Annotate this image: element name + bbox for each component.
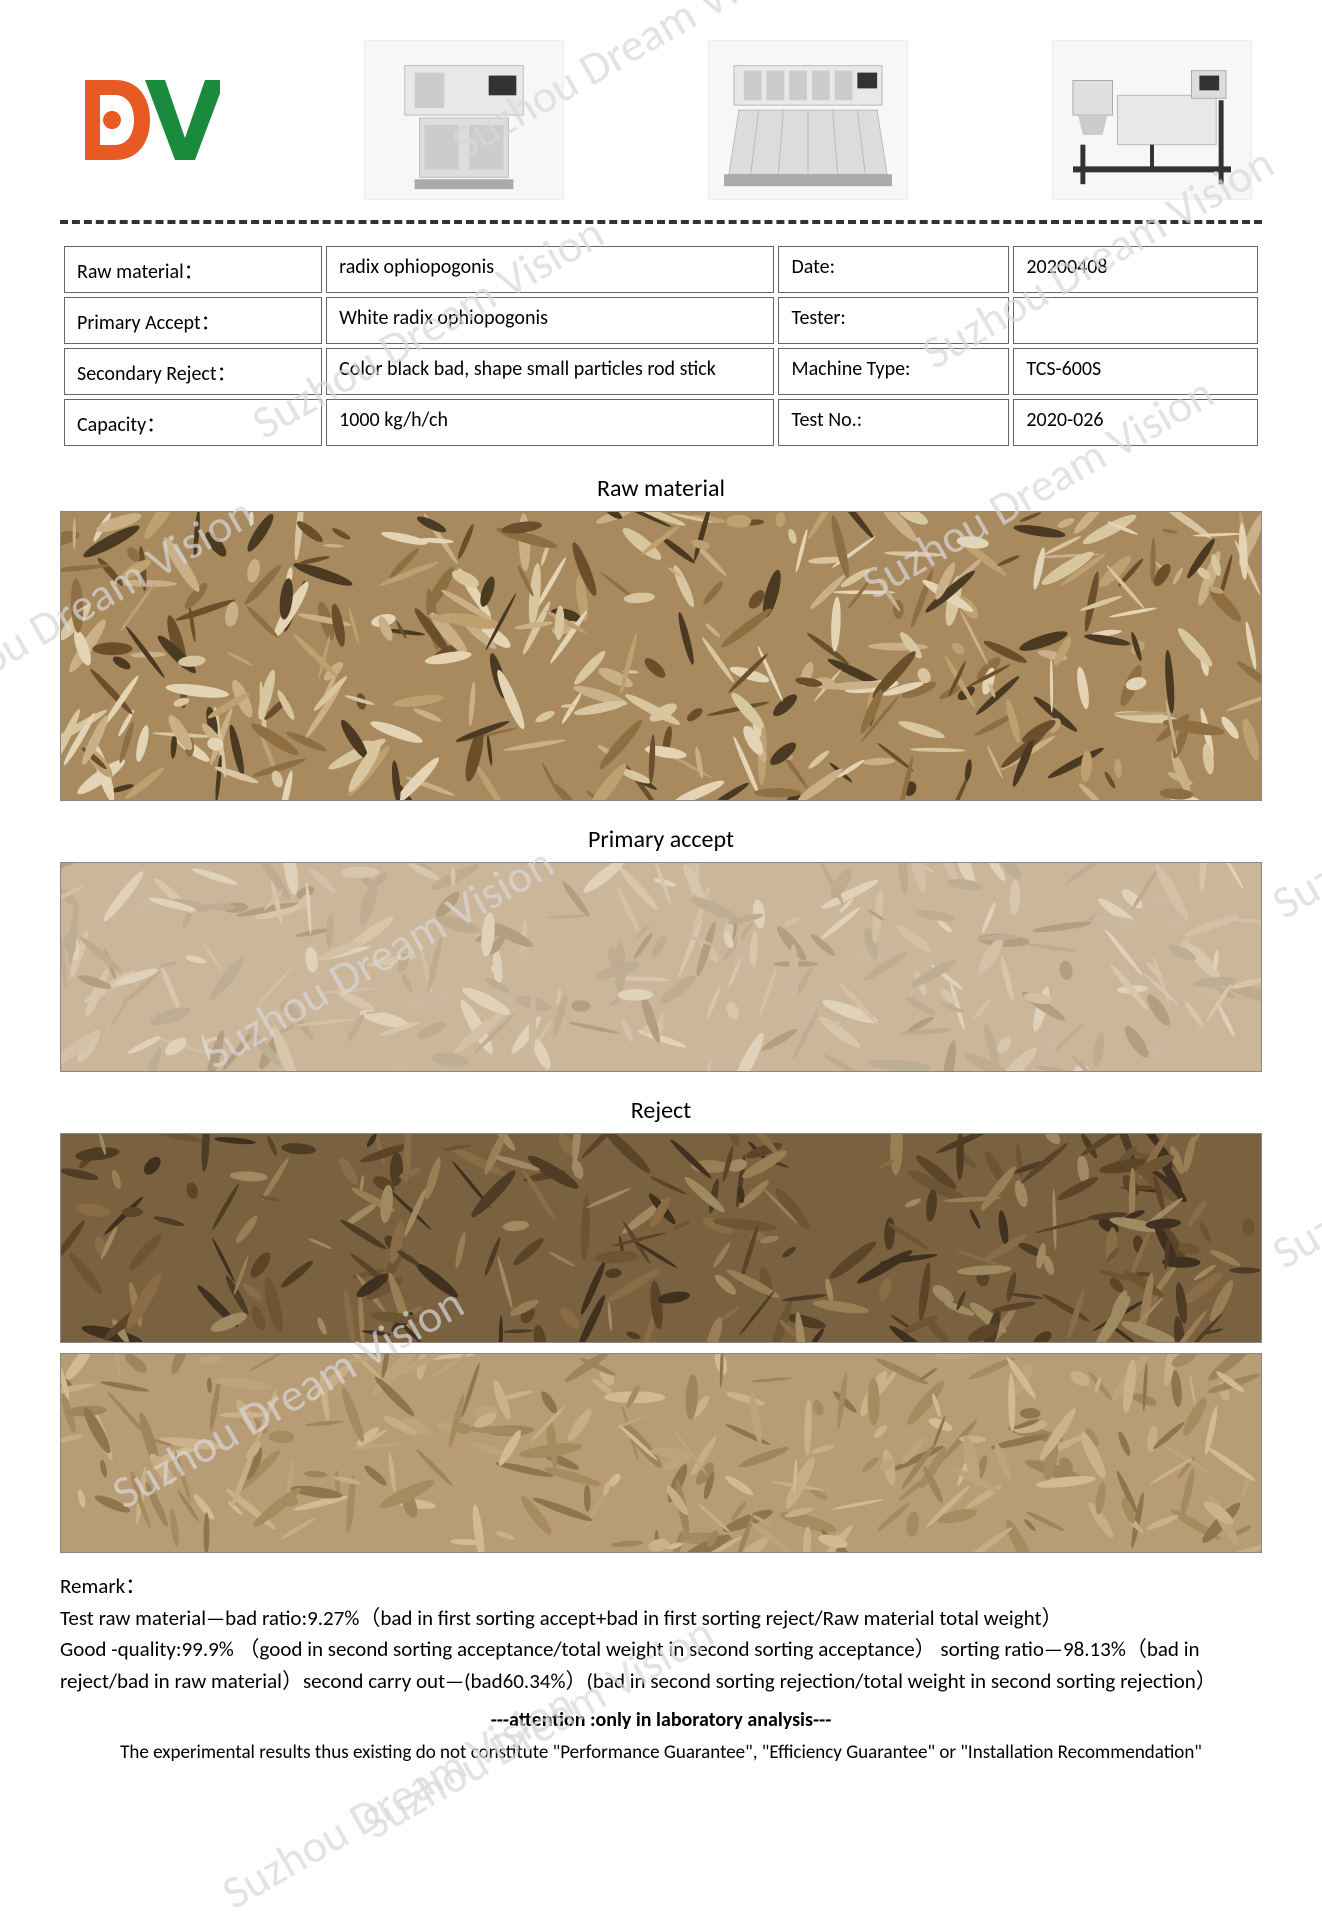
info-value: 2020-026 — [1013, 399, 1258, 446]
remark-block: Remark： Test raw material—bad ratio:9.27… — [60, 1571, 1262, 1768]
machine-image-1 — [364, 40, 564, 200]
table-row: Capacity：1000 kg/h/chTest No.:2020-026 — [64, 399, 1258, 446]
info-label: Secondary Reject： — [64, 348, 322, 395]
info-label: Test No.: — [778, 399, 1009, 446]
info-value: TCS-600S — [1013, 348, 1258, 395]
info-value: Color black bad, shape small particles r… — [326, 348, 774, 395]
machine-image-3 — [1052, 40, 1252, 200]
info-value: White radix ophiopogonis — [326, 297, 774, 344]
photo-primary-accept — [60, 862, 1262, 1072]
watermark: Suzhou Dream Vision — [1263, 685, 1322, 931]
section-title-raw: Raw material — [60, 474, 1262, 503]
disclaimer-line: The experimental results thus existing d… — [60, 1739, 1262, 1768]
divider — [60, 220, 1262, 224]
info-label: Date: — [778, 246, 1009, 293]
info-label: Capacity： — [64, 399, 322, 446]
remark-title: Remark： — [60, 1571, 1262, 1603]
info-value — [1013, 297, 1258, 344]
table-row: Primary Accept：White radix ophiopogonisT… — [64, 297, 1258, 344]
photo-reject-2 — [60, 1353, 1262, 1553]
photo-raw-material — [60, 511, 1262, 801]
header-row — [60, 40, 1262, 200]
watermark: Suzhou Dream Vision — [1263, 1035, 1322, 1281]
info-value: 1000 kg/h/ch — [326, 399, 774, 446]
section-title-primary: Primary accept — [60, 825, 1262, 854]
table-row: Raw material：radix ophiopogonisDate:2020… — [64, 246, 1258, 293]
machine-image-2 — [708, 40, 908, 200]
remark-line-1: Test raw material—bad ratio:9.27%（bad in… — [60, 1603, 1262, 1635]
logo — [70, 60, 220, 180]
info-label: Raw material： — [64, 246, 322, 293]
section-title-reject: Reject — [60, 1096, 1262, 1125]
table-row: Secondary Reject：Color black bad, shape … — [64, 348, 1258, 395]
info-label: Primary Accept： — [64, 297, 322, 344]
remark-line-2: Good -quality:99.9% （good in second sort… — [60, 1634, 1262, 1697]
attention-line: ---attention :only in laboratory analysi… — [60, 1705, 1262, 1735]
info-value: radix ophiopogonis — [326, 246, 774, 293]
info-label: Machine Type: — [778, 348, 1009, 395]
info-label: Tester: — [778, 297, 1009, 344]
info-value: 20200408 — [1013, 246, 1258, 293]
info-table: Raw material：radix ophiopogonisDate:2020… — [60, 242, 1262, 450]
photo-reject-1 — [60, 1133, 1262, 1343]
